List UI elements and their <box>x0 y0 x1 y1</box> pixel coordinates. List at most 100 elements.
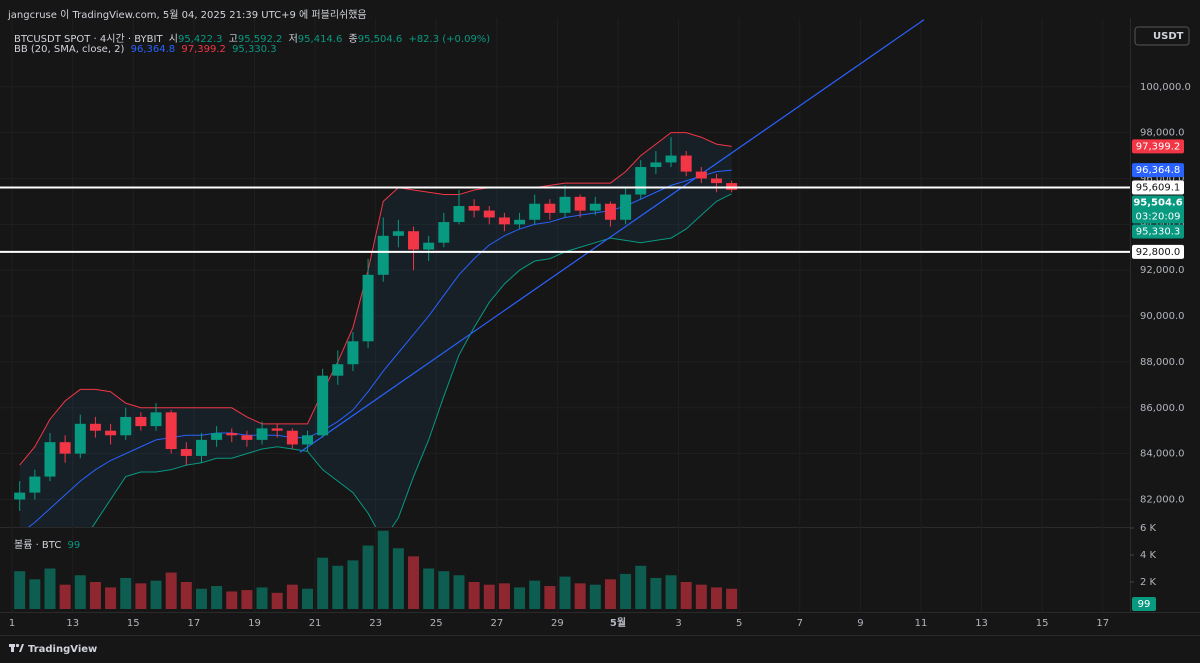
x-tick-label: 23 <box>369 618 382 629</box>
symbol: BTCUSDT SPOT · 4시간 · BYBIT <box>14 34 163 45</box>
candle-body <box>135 416 147 427</box>
price-badge-label: 92,800.0 <box>1136 247 1181 258</box>
logo <box>9 643 24 652</box>
y-tick-label: 86,000.0 <box>1140 403 1185 414</box>
volume-bar <box>392 548 404 609</box>
band-upper <box>19 132 732 466</box>
y-tick-label: 84,000.0 <box>1140 449 1185 460</box>
change: +82.3 (+0.09%) <box>408 34 491 45</box>
candle-body <box>589 203 601 211</box>
candle-body <box>665 155 677 163</box>
candle-body <box>317 375 329 436</box>
indicator-legend: BB (20, SMA, close, 2) 96,364.8 97,399.2… <box>14 44 280 55</box>
candle-body <box>256 428 268 440</box>
candle-body <box>14 492 26 500</box>
candle-body <box>74 423 86 454</box>
currency-box[interactable] <box>1134 26 1190 46</box>
y-tick-label: 98,000.0 <box>1140 128 1185 139</box>
y-tick-label: 92,000.0 <box>1140 265 1185 276</box>
y-tick-label: 96,000.0 <box>1140 173 1185 184</box>
volume-bar <box>195 588 207 609</box>
volume-bar <box>165 572 177 609</box>
volume-bar <box>438 571 450 609</box>
x-tick-label: 7 <box>797 618 803 629</box>
x-tick-label: 11 <box>915 618 928 629</box>
volume-current: 99 <box>67 540 81 551</box>
candle-body <box>710 178 722 184</box>
indicator: BB (20, SMA, close, 2) <box>14 44 125 55</box>
bb-lower: 95,330.3 <box>232 44 277 55</box>
candle-body <box>241 435 253 440</box>
volume-bar <box>680 582 692 609</box>
volume-bar <box>498 583 510 609</box>
candle-body <box>498 217 510 225</box>
volume-badge-label: 99 <box>1138 599 1151 610</box>
volume-bar <box>635 565 647 609</box>
volume-bar <box>241 590 253 609</box>
candle-body <box>377 235 389 275</box>
candle-body <box>180 449 192 456</box>
price-badge-label: 96,364.8 <box>1136 165 1181 176</box>
volume-badge <box>1132 597 1156 611</box>
price-badge-label: 95,504.6 <box>1133 197 1182 208</box>
price-badge-label: 95,330.3 <box>1136 226 1181 237</box>
candle-body <box>301 435 313 445</box>
high-label: 고 <box>228 34 238 45</box>
x-tick-label: 15 <box>127 618 140 629</box>
volume-tick-label: 2 K <box>1140 577 1157 588</box>
volume-bar <box>453 575 465 609</box>
y-tick-label: 88,000.0 <box>1140 357 1185 368</box>
candle-body <box>271 428 283 431</box>
x-tick-label: 13 <box>975 618 988 629</box>
low: 95,414.6 <box>297 34 343 45</box>
volume-bar <box>317 557 329 609</box>
volume-tick-label: 6 K <box>1140 523 1157 534</box>
volume-bar <box>256 587 268 609</box>
candle-body <box>695 171 707 179</box>
candle-body <box>165 412 177 450</box>
candle-body <box>453 206 465 223</box>
currency[interactable]: USDT <box>1153 31 1184 42</box>
price-badge <box>1132 195 1184 224</box>
candle-body <box>468 206 480 211</box>
candle-body <box>650 162 662 168</box>
high: 95,592.2 <box>237 34 283 45</box>
volume-bar <box>120 577 132 609</box>
bb-upper: 97,399.2 <box>181 44 226 55</box>
candle-body <box>29 476 41 493</box>
candle-body <box>226 432 238 436</box>
x-tick-label: 27 <box>490 618 503 629</box>
y-tick-label: 100,000.0 <box>1140 82 1191 93</box>
candle-body <box>635 167 647 195</box>
price-badge <box>1132 139 1184 154</box>
open: 95,422.3 <box>177 34 223 45</box>
volume-bar <box>483 584 495 609</box>
candle-body <box>44 442 56 477</box>
volume-bar <box>650 577 662 609</box>
volume-bar <box>559 576 571 609</box>
candle-body <box>680 155 692 172</box>
price-badge <box>1132 224 1184 239</box>
volume-bar <box>423 568 435 609</box>
bb-basis: 96,364.8 <box>130 44 176 55</box>
volume-bar <box>135 583 147 609</box>
volume-bar <box>150 580 162 609</box>
candle-body <box>347 341 359 365</box>
x-tick-label: 3 <box>675 618 681 629</box>
candle-body <box>483 210 495 218</box>
candle-body <box>392 231 404 236</box>
x-tick-label: 15 <box>1036 618 1049 629</box>
price-badge <box>1132 163 1184 178</box>
volume-bar <box>620 573 632 609</box>
volume-bar <box>74 575 86 609</box>
candle-body <box>544 203 556 213</box>
volume-bar <box>514 587 526 609</box>
x-tick-label: 19 <box>248 618 261 629</box>
candle-body <box>529 203 541 220</box>
volume-bar <box>726 588 738 609</box>
candle-body <box>604 203 616 220</box>
volume-legend: 볼륨 · BTC 99 <box>14 536 83 551</box>
volume-bar <box>301 588 313 609</box>
